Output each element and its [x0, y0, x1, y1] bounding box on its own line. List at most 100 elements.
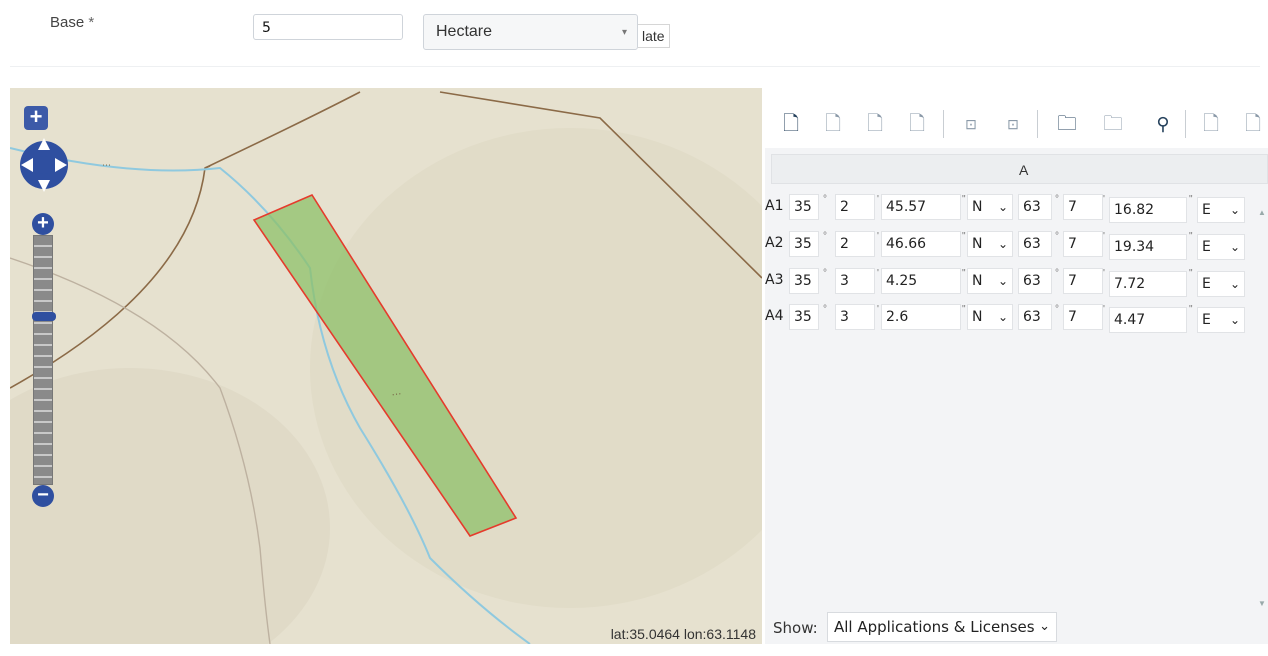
remove-point-icon[interactable]: 🗋	[908, 113, 926, 135]
lon-seconds-input[interactable]: 7.72	[1109, 271, 1187, 297]
chevron-down-icon: ⌄	[997, 237, 1008, 251]
pan-down-icon	[38, 180, 50, 192]
required-mark: *	[88, 14, 95, 31]
lat-degrees-input[interactable]: 35	[789, 194, 819, 220]
chevron-down-icon: ⌄	[1229, 203, 1240, 217]
minute-mark: '	[877, 231, 879, 242]
add-shape-icon[interactable]: 🗀	[1057, 113, 1077, 135]
lat-seconds-input[interactable]: 45.57	[881, 194, 961, 220]
chevron-down-icon: ⌄	[1229, 277, 1240, 291]
second-mark: "	[1189, 231, 1193, 242]
grid-scrollbar[interactable]: ▲ ▼	[1256, 188, 1268, 608]
unit-select[interactable]: Hectare ▾	[423, 14, 638, 50]
lat-seconds-input[interactable]: 46.66	[881, 231, 961, 257]
lat-seconds-input[interactable]: 4.25	[881, 268, 961, 294]
column-header-label: A	[1019, 162, 1029, 178]
zoom-plus-button[interactable]: +	[32, 213, 54, 235]
base-label-text: Base	[50, 14, 85, 31]
lon-hemisphere-select[interactable]: E ⌄	[1197, 234, 1245, 260]
lat-hemisphere-select[interactable]: N ⌄	[967, 194, 1013, 220]
minute-mark: '	[877, 304, 879, 315]
lon-minutes-input[interactable]: 7	[1063, 268, 1103, 294]
zoom-handle[interactable]	[32, 312, 56, 321]
minute-mark: '	[1103, 268, 1105, 279]
toolbar-separator	[1037, 110, 1038, 138]
lon-minutes-input[interactable]: 7	[1063, 231, 1103, 257]
pan-control[interactable]	[18, 130, 70, 200]
coordinate-row: A4 35 ° 3 ' 2.6 " N ⌄ 63 ° 7 ' 4.47 " E ⌄	[765, 304, 1265, 333]
degree-mark: °	[1055, 268, 1059, 279]
export-icon[interactable]: 🗋	[1244, 113, 1262, 135]
unit-select-value: Hectare	[436, 23, 493, 40]
toolbar-separator	[943, 110, 944, 138]
chevron-down-icon: ▾	[621, 27, 627, 38]
lat-hemisphere-select[interactable]: N ⌄	[967, 268, 1013, 294]
lon-degrees-input[interactable]: 63	[1018, 268, 1052, 294]
lat-hemisphere-select[interactable]: N ⌄	[967, 304, 1013, 330]
import-icon[interactable]: 🗋	[1202, 113, 1220, 135]
base-value-input[interactable]: 5	[253, 14, 403, 40]
lat-seconds-input[interactable]: 2.6	[881, 304, 961, 330]
insert-point-icon[interactable]: 🗋	[866, 113, 884, 135]
lon-minutes-input[interactable]: 7	[1063, 304, 1103, 330]
remove-shape-icon[interactable]: 🗀	[1103, 113, 1123, 135]
lat-degrees-input[interactable]: 35	[789, 231, 819, 257]
lat-hemisphere-value: N	[972, 236, 983, 252]
lat-hemisphere-value: N	[972, 199, 983, 215]
lon-degrees-input[interactable]: 63	[1018, 194, 1052, 220]
zoom-track[interactable]	[32, 235, 56, 485]
lon-seconds-input[interactable]: 19.34	[1109, 234, 1187, 260]
scroll-up-icon[interactable]: ▲	[1258, 208, 1266, 217]
lat-hemisphere-value: N	[972, 273, 983, 289]
lon-hemisphere-select[interactable]: E ⌄	[1197, 271, 1245, 297]
second-mark: "	[962, 194, 966, 205]
svg-text:⋯: ⋯	[391, 389, 402, 401]
lon-seconds-input[interactable]: 4.47	[1109, 307, 1187, 333]
minute-mark: '	[1103, 304, 1105, 315]
second-mark: "	[962, 231, 966, 242]
add-document-icon[interactable]: 🗋	[782, 113, 800, 135]
location-pin-icon[interactable]: ⚲	[1156, 114, 1170, 134]
lat-minutes-input[interactable]: 3	[835, 268, 875, 294]
degree-mark: °	[1055, 304, 1059, 315]
lon-hemisphere-value: E	[1202, 202, 1211, 218]
coordinate-row: A2 35 ° 2 ' 46.66 " N ⌄ 63 ° 7 ' 19.34 " E ⌄	[765, 231, 1265, 260]
scroll-down-icon[interactable]: ▼	[1258, 599, 1266, 608]
unit-trailing-text: late	[638, 24, 670, 48]
coordinate-row: A1 35 ° 2 ' 45.57 " N ⌄ 63 ° 7 ' 16.82 " E ⌄	[765, 194, 1265, 223]
zoom-minus-button[interactable]: −	[32, 485, 54, 507]
lon-degrees-input[interactable]: 63	[1018, 304, 1052, 330]
map-view[interactable]: ⋯ ⋯ + + − lat:35.0464 lon:63.1148	[10, 88, 762, 644]
add-point-icon[interactable]: 🗋	[824, 113, 842, 135]
chevron-down-icon: ⌄	[1229, 313, 1240, 327]
show-filter-select[interactable]: All Applications & Licenses ⌄	[827, 612, 1057, 642]
lon-degrees-input[interactable]: 63	[1018, 231, 1052, 257]
move-down-icon[interactable]: ⊡	[1007, 116, 1019, 132]
lat-degrees-input[interactable]: 35	[789, 268, 819, 294]
zoom-slider[interactable]: + −	[32, 213, 56, 507]
second-mark: "	[1189, 304, 1193, 315]
lon-hemisphere-value: E	[1202, 239, 1211, 255]
minute-mark: '	[1103, 194, 1105, 205]
toolbar-separator	[1185, 110, 1186, 138]
second-mark: "	[962, 304, 966, 315]
lon-hemisphere-select[interactable]: E ⌄	[1197, 197, 1245, 223]
coordinate-row: A3 35 ° 3 ' 4.25 " N ⌄ 63 ° 7 ' 7.72 " E ⌄	[765, 268, 1265, 297]
lon-minutes-input[interactable]: 7	[1063, 194, 1103, 220]
zoom-in-button[interactable]: +	[24, 106, 48, 130]
lat-minutes-input[interactable]: 3	[835, 304, 875, 330]
lat-minutes-input[interactable]: 2	[835, 194, 875, 220]
lat-hemisphere-select[interactable]: N ⌄	[967, 231, 1013, 257]
degree-mark: °	[1055, 194, 1059, 205]
lon-hemisphere-select[interactable]: E ⌄	[1197, 307, 1245, 333]
lat-minutes-input[interactable]: 2	[835, 231, 875, 257]
parcel-polygon[interactable]	[252, 193, 518, 537]
pan-right-icon	[55, 158, 67, 172]
show-filter-value: All Applications & Licenses	[834, 618, 1035, 636]
lon-seconds-input[interactable]: 16.82	[1109, 197, 1187, 223]
degree-mark: °	[823, 231, 827, 242]
grid-toolbar: 🗋 🗋 🗋 🗋 ⊡ ⊡ 🗀 🗀 ⚲ 🗋 🗋	[765, 88, 1268, 148]
lat-degrees-input[interactable]: 35	[789, 304, 819, 330]
row-label: A3	[765, 272, 784, 288]
move-up-icon[interactable]: ⊡	[965, 116, 977, 132]
